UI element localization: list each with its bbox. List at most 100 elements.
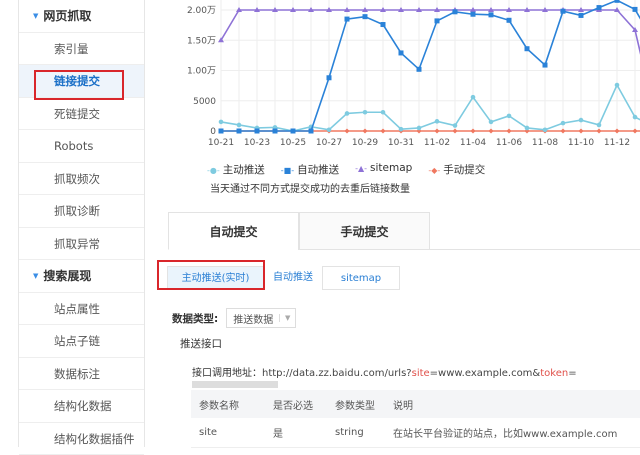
- subtab-auto-push[interactable]: 自动推送: [264, 266, 322, 290]
- legend-marker-icon: -●-: [207, 166, 220, 175]
- data-point: [381, 22, 386, 27]
- x-tick-label: 11-12: [604, 138, 630, 148]
- data-point: [615, 0, 620, 3]
- data-point: [579, 118, 584, 123]
- legend-label: 主动推送: [223, 164, 265, 176]
- y-tick-label: 1.00万: [187, 67, 216, 77]
- data-point: [399, 50, 404, 55]
- data-point: [597, 5, 602, 10]
- sidebar-item-site-attr[interactable]: 站点属性: [19, 293, 144, 326]
- data-point: [309, 129, 314, 134]
- data-point: [633, 115, 638, 120]
- chart-note: 当天通过不同方式提交成功的去重后链接数量: [210, 180, 410, 195]
- tab-auto-submit[interactable]: 自动提交: [168, 212, 299, 250]
- sidebar-item-index[interactable]: 索引量: [19, 33, 144, 66]
- sidebar-item-crawl-diag[interactable]: 抓取诊断: [19, 195, 144, 228]
- legend-label: 手动提交: [443, 164, 485, 176]
- data-point: [543, 63, 548, 68]
- data-point: [291, 129, 296, 134]
- legend-marker-icon: -■-: [281, 166, 294, 175]
- x-tick-label: 11-04: [460, 138, 486, 148]
- data-point: [489, 129, 494, 134]
- data-point: [453, 129, 458, 134]
- data-point: [597, 129, 602, 134]
- data-point: [237, 129, 242, 134]
- data-point: [363, 110, 368, 115]
- data-point: [471, 95, 476, 100]
- data-point: [327, 127, 332, 132]
- data-point: [435, 18, 440, 23]
- y-tick-label: 5000: [193, 97, 216, 107]
- data-point: [453, 123, 458, 128]
- data-point: [453, 9, 458, 14]
- data-type-select[interactable]: 推送数据▼: [226, 308, 296, 328]
- data-point: [633, 129, 638, 134]
- sidebar-item-robots[interactable]: Robots: [19, 130, 144, 163]
- data-point: [489, 120, 494, 125]
- x-tick-label: 10-21: [208, 138, 234, 148]
- sidebar-group-search[interactable]: ▼搜索展现: [19, 260, 144, 293]
- caret-down-icon: ▼: [33, 272, 38, 280]
- data-point: [345, 111, 350, 116]
- x-tick-label: 11-10: [568, 138, 594, 148]
- redacted-token: [192, 381, 278, 388]
- legend-label: 自动推送: [297, 164, 339, 176]
- tab-manual-submit[interactable]: 手动提交: [299, 212, 430, 250]
- data-point: [633, 7, 638, 12]
- data-point: [471, 129, 476, 134]
- sidebar-item-sitelinks[interactable]: 站点子链: [19, 325, 144, 358]
- legend-item[interactable]: -◆-手动提交: [428, 162, 485, 177]
- x-tick-label: 10-29: [352, 138, 378, 148]
- data-point: [561, 121, 566, 126]
- data-point: [525, 126, 530, 131]
- data-point: [507, 129, 512, 134]
- data-point: [579, 129, 584, 134]
- data-type-label: 数据类型:: [172, 311, 218, 326]
- x-tick-label: 10-31: [388, 138, 414, 148]
- y-tick-label: 2.00万: [187, 6, 216, 16]
- data-point: [381, 129, 386, 134]
- sidebar-item-structured-plugin[interactable]: 结构化数据插件: [19, 423, 144, 455]
- data-point: [615, 83, 620, 88]
- sidebar-item-structured[interactable]: 结构化数据: [19, 390, 144, 423]
- data-point: [363, 14, 368, 19]
- sidebar-item-link-submit[interactable]: 链接提交: [19, 65, 144, 98]
- legend-label: sitemap: [370, 162, 412, 174]
- sidebar: ▼网页抓取 索引量 链接提交 死链提交 Robots 抓取频次 抓取诊断 抓取异…: [18, 0, 145, 447]
- data-point: [543, 127, 548, 132]
- x-tick-label: 10-25: [280, 138, 306, 148]
- data-point: [345, 17, 350, 22]
- x-tick-label: 11-08: [532, 138, 558, 148]
- data-point: [399, 127, 404, 132]
- legend-item[interactable]: -■-自动推送: [281, 162, 339, 177]
- data-point: [579, 13, 584, 18]
- chart-legend: -●-主动推送 -■-自动推送 -▲-sitemap -◆-手动提交: [207, 162, 485, 177]
- y-tick-label: 1.50万: [187, 36, 216, 46]
- data-point: [417, 67, 422, 72]
- highlight-box: [157, 260, 265, 290]
- data-point: [561, 129, 566, 134]
- sidebar-item-data-markup[interactable]: 数据标注: [19, 358, 144, 391]
- legend-item[interactable]: -▲-sitemap: [355, 162, 412, 177]
- highlight-box: [34, 70, 124, 100]
- sidebar-group-crawl[interactable]: ▼网页抓取: [19, 0, 144, 33]
- x-tick-label: 10-27: [316, 138, 342, 148]
- data-point: [381, 110, 386, 115]
- data-point: [435, 129, 440, 134]
- data-point: [525, 46, 530, 51]
- data-point: [327, 75, 332, 80]
- series-line: [221, 0, 640, 131]
- series-line: [221, 10, 640, 107]
- series-line: [221, 85, 640, 131]
- data-point: [507, 114, 512, 119]
- sidebar-item-crawl-freq[interactable]: 抓取频次: [19, 163, 144, 196]
- sidebar-item-deadlink[interactable]: 死链提交: [19, 98, 144, 131]
- table-header: 参数名称是否必选参数类型说明: [191, 390, 640, 418]
- data-point: [237, 123, 242, 128]
- x-tick-label: 11-02: [424, 138, 450, 148]
- sidebar-item-crawl-error[interactable]: 抓取异常: [19, 228, 144, 261]
- subtab-sitemap[interactable]: sitemap: [322, 266, 400, 290]
- legend-item[interactable]: -●-主动推送: [207, 162, 265, 177]
